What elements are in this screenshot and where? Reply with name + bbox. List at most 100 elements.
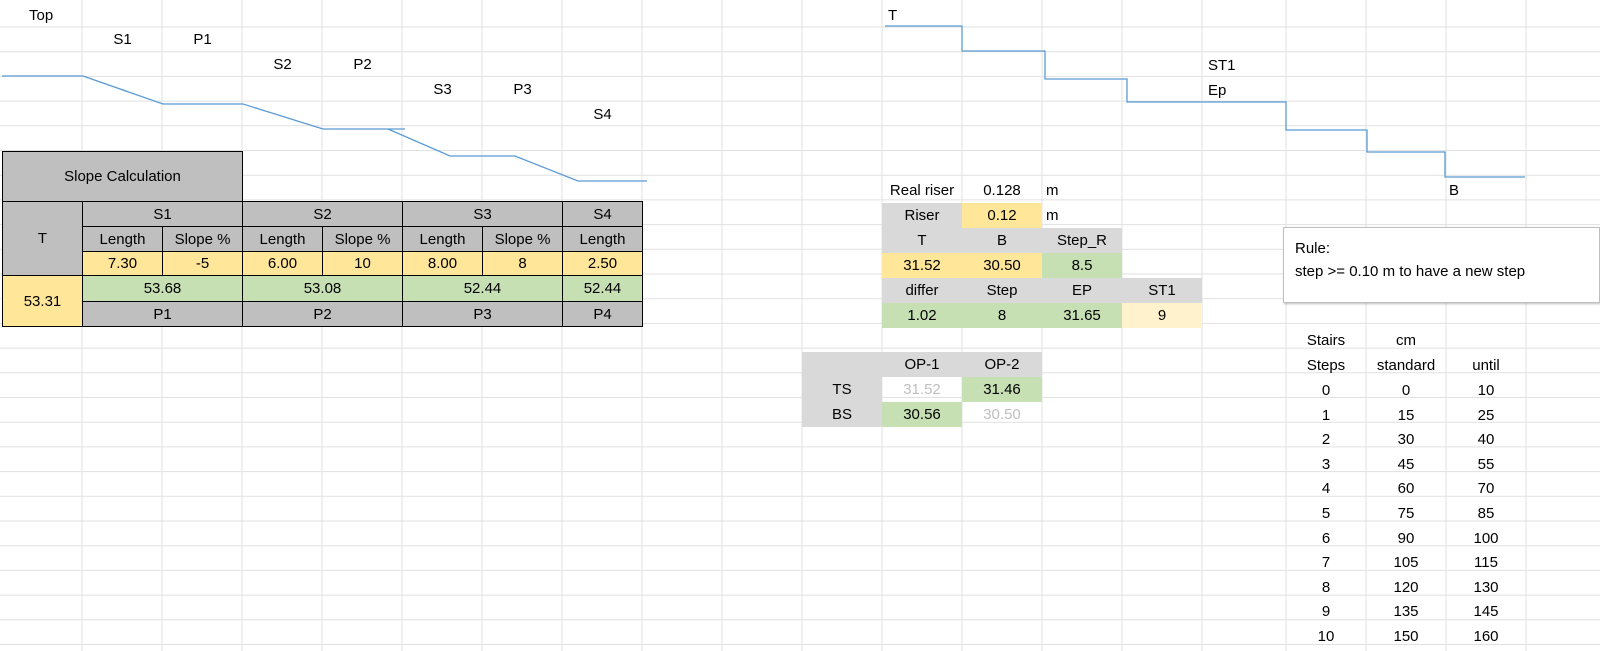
p1-result[interactable]: 53.68 <box>82 275 243 302</box>
until-value[interactable]: 85 <box>1477 505 1495 522</box>
real-riser-value[interactable]: 0.128 <box>983 182 1021 199</box>
steps-value[interactable]: 5 <box>1321 505 1331 522</box>
riser-value[interactable]: 0.12 <box>962 203 1042 228</box>
rule-textbox[interactable]: Rule: step >= 0.10 m to have a new step <box>1283 227 1600 303</box>
rule-title: Rule: <box>1295 240 1331 257</box>
label-s3: S3 <box>433 80 452 98</box>
riser-label: Riser <box>882 203 962 228</box>
s3-slope-label[interactable]: Slope % <box>482 226 563 252</box>
real-riser-label: Real riser <box>889 182 955 199</box>
cm-header: cm <box>1396 332 1416 349</box>
until-value[interactable]: 10 <box>1477 382 1495 399</box>
label-stair-t: T <box>888 6 898 24</box>
slope-calc-title[interactable]: Slope Calculation <box>2 151 243 202</box>
standard-value[interactable]: 60 <box>1397 480 1415 498</box>
s4-length-label[interactable]: Length <box>562 226 643 252</box>
until-value[interactable]: 70 <box>1477 480 1495 498</box>
steps-value[interactable]: 10 <box>1317 628 1335 645</box>
standard-value[interactable]: 105 <box>1393 554 1419 572</box>
s1-slope-label[interactable]: Slope % <box>162 226 243 252</box>
riser-unit: m <box>1046 207 1059 224</box>
until-value[interactable]: 130 <box>1473 578 1499 596</box>
steps-value[interactable]: 3 <box>1321 455 1331 473</box>
standard-value[interactable]: 45 <box>1397 455 1415 473</box>
standard-value[interactable]: 0 <box>1401 382 1411 399</box>
ts-op1-value[interactable]: 31.52 <box>903 381 941 398</box>
standard-value[interactable]: 75 <box>1397 505 1415 522</box>
steps-value[interactable]: 0 <box>1321 382 1331 399</box>
until-value[interactable]: 40 <box>1477 431 1495 449</box>
standard-col-header: standard <box>1376 357 1436 374</box>
header-b: B <box>962 228 1042 253</box>
s1-slope-value[interactable]: -5 <box>162 251 243 276</box>
s3-length-value[interactable]: 8.00 <box>402 251 483 276</box>
p4-result[interactable]: 52.44 <box>562 275 643 302</box>
p4-label[interactable]: P4 <box>562 301 643 327</box>
bs-op2-value[interactable]: 30.50 <box>983 406 1021 423</box>
value-ep[interactable]: 31.65 <box>1042 303 1122 328</box>
standard-value[interactable]: 90 <box>1397 529 1415 547</box>
value-st1[interactable]: 9 <box>1122 303 1202 328</box>
until-value[interactable]: 55 <box>1477 455 1495 473</box>
value-step[interactable]: 8 <box>962 303 1042 328</box>
steps-value[interactable]: 2 <box>1321 431 1331 449</box>
options-corner <box>802 352 882 377</box>
s3-header[interactable]: S3 <box>402 201 563 227</box>
s1-length-label[interactable]: Length <box>82 226 163 252</box>
s4-length-value[interactable]: 2.50 <box>562 251 643 276</box>
standard-value[interactable]: 120 <box>1393 578 1419 596</box>
label-st1: ST1 <box>1208 56 1236 74</box>
s2-length-value[interactable]: 6.00 <box>242 251 323 276</box>
steps-value[interactable]: 1 <box>1321 406 1331 424</box>
stairs-header: Stairs <box>1306 332 1346 349</box>
p2-result[interactable]: 53.08 <box>242 275 403 302</box>
s3-length-label[interactable]: Length <box>402 226 483 252</box>
label-s2: S2 <box>273 55 292 73</box>
standard-value[interactable]: 150 <box>1393 628 1419 645</box>
p3-result[interactable]: 52.44 <box>402 275 563 302</box>
s4-header[interactable]: S4 <box>562 201 643 227</box>
steps-value[interactable]: 6 <box>1321 529 1331 547</box>
value-step-r[interactable]: 8.5 <box>1042 253 1122 278</box>
standard-value[interactable]: 135 <box>1393 603 1419 621</box>
until-col-header: until <box>1472 357 1500 374</box>
until-value[interactable]: 100 <box>1473 529 1499 547</box>
header-st1: ST1 <box>1122 278 1202 303</box>
steps-value[interactable]: 4 <box>1321 480 1331 498</box>
real-riser-unit: m <box>1046 182 1059 199</box>
s1-header[interactable]: S1 <box>82 201 243 227</box>
label-ts: TS <box>802 377 882 402</box>
steps-value[interactable]: 9 <box>1321 603 1331 621</box>
s2-length-label[interactable]: Length <box>242 226 323 252</box>
p3-label[interactable]: P3 <box>402 301 563 327</box>
t-value[interactable]: 53.31 <box>2 275 83 327</box>
value-b[interactable]: 30.50 <box>962 253 1042 278</box>
ts-op2-value[interactable]: 31.46 <box>962 377 1042 402</box>
header-step-r: Step_R <box>1042 228 1122 253</box>
standard-value[interactable]: 15 <box>1397 406 1415 424</box>
until-value[interactable]: 25 <box>1477 406 1495 424</box>
label-ep: Ep <box>1208 81 1227 99</box>
header-step: Step <box>962 278 1042 303</box>
until-value[interactable]: 115 <box>1474 554 1498 572</box>
steps-value[interactable]: 7 <box>1321 554 1331 572</box>
s2-slope-value[interactable]: 10 <box>322 251 403 276</box>
value-differ[interactable]: 1.02 <box>882 303 962 328</box>
p1-label[interactable]: P1 <box>82 301 243 327</box>
s1-length-value[interactable]: 7.30 <box>82 251 163 276</box>
label-p2: P2 <box>353 55 372 73</box>
s3-slope-value[interactable]: 8 <box>482 251 563 276</box>
s2-slope-label[interactable]: Slope % <box>322 226 403 252</box>
label-s4: S4 <box>593 105 612 123</box>
t-header[interactable]: T <box>2 201 83 276</box>
standard-value[interactable]: 30 <box>1397 431 1415 449</box>
header-op1: OP-1 <box>882 352 962 377</box>
label-s1: S1 <box>113 30 132 48</box>
s2-header[interactable]: S2 <box>242 201 403 227</box>
value-t[interactable]: 31.52 <box>882 253 962 278</box>
p2-label[interactable]: P2 <box>242 301 403 327</box>
until-value[interactable]: 145 <box>1473 603 1499 621</box>
until-value[interactable]: 160 <box>1473 628 1499 645</box>
steps-value[interactable]: 8 <box>1321 578 1331 596</box>
bs-op1-value[interactable]: 30.56 <box>882 402 962 427</box>
